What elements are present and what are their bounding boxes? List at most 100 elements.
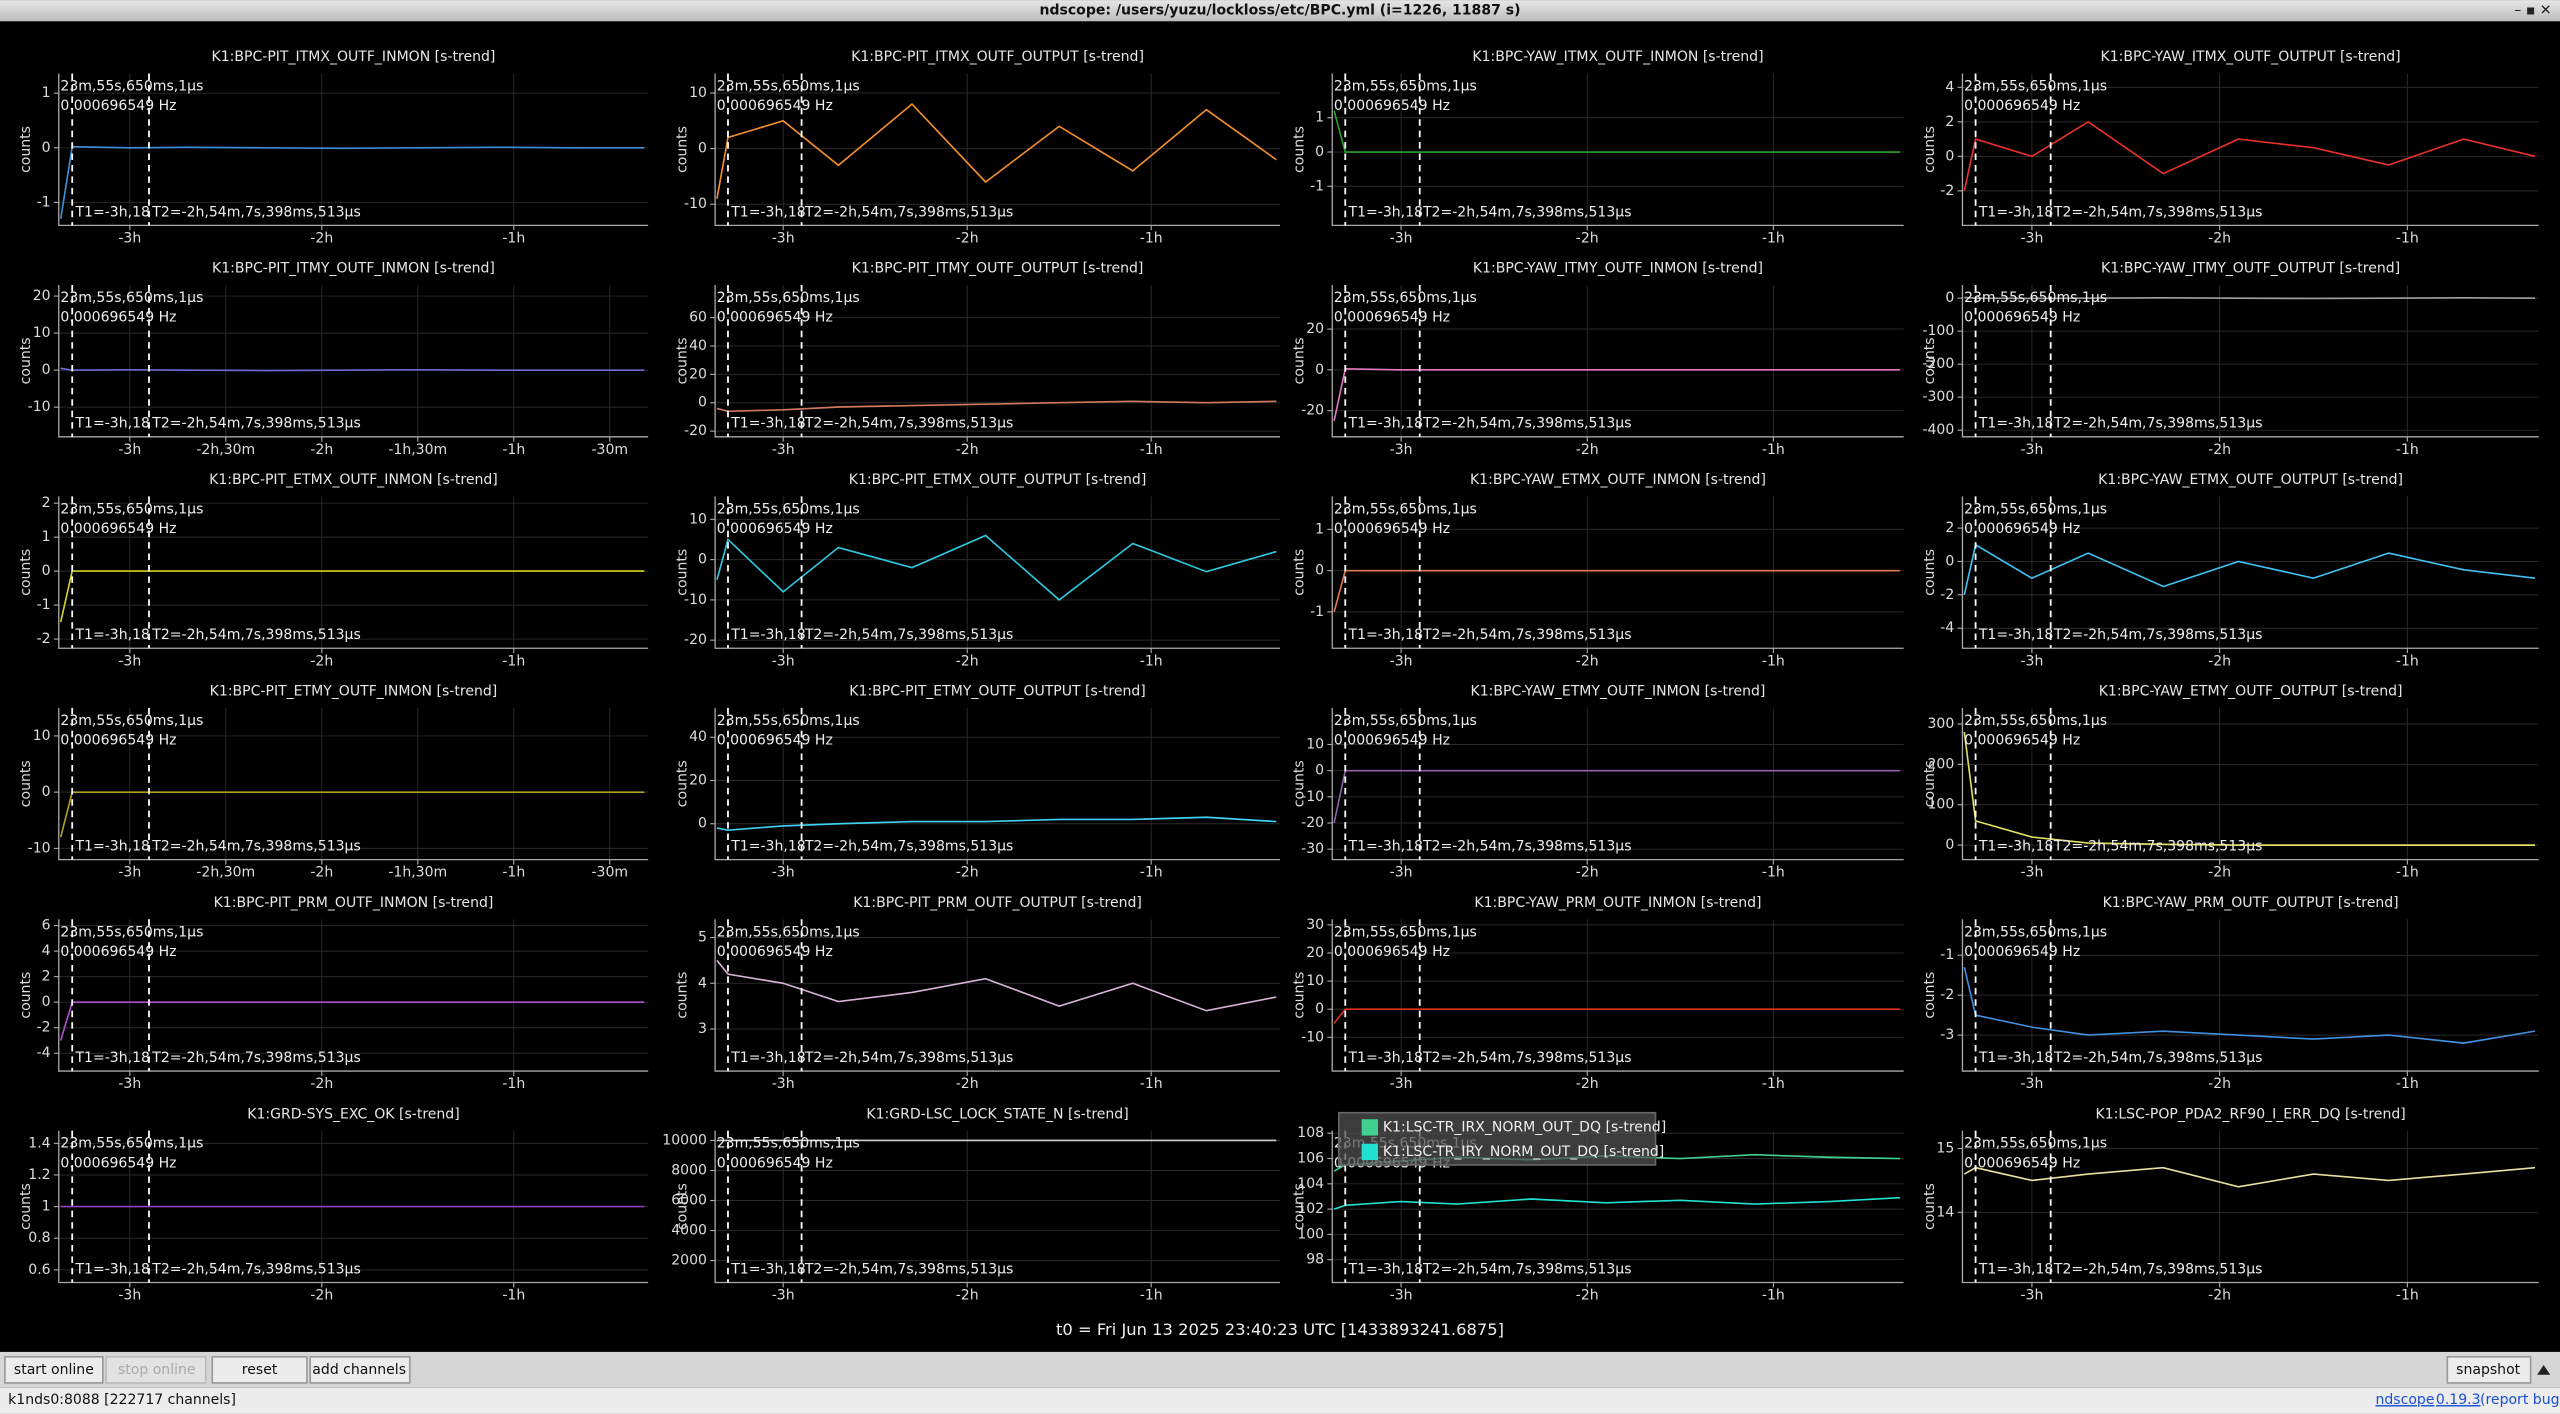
- cursor-t1-label: T1=-3h,18: [730, 627, 805, 643]
- y-tick-label: -10: [28, 399, 51, 415]
- button: stop online: [105, 1355, 207, 1384]
- x-tick-label: -3h: [772, 653, 795, 669]
- cursor-t1-label: T1=-3h,18: [74, 839, 149, 855]
- axis: [1331, 707, 1904, 861]
- y-tick-label: 104: [1297, 1176, 1324, 1192]
- x-tick-label: -2h: [1576, 865, 1599, 881]
- axis: [1331, 919, 1904, 1072]
- legend-label: K1:LSC-TR_IRY_NORM_OUT_DQ [s-trend]: [1383, 1144, 1664, 1160]
- y-tick-label: 6: [42, 918, 51, 934]
- x-tick-label: -3h: [2020, 1076, 2043, 1092]
- plot-title: K1:BPC-PIT_ITMX_OUTF_INMON [s-trend]: [212, 49, 496, 65]
- x-tick-label: -2h: [310, 442, 333, 458]
- cursor-frequency: 0.000696549 Hz: [717, 98, 833, 114]
- trace: [60, 367, 645, 372]
- y-tick-label: 0: [1945, 837, 1954, 853]
- cursor-frequency: 0.000696549 Hz: [717, 521, 833, 537]
- window-controls[interactable]: – ▪ ✕: [2514, 3, 2551, 19]
- y-tick-label: 0: [42, 994, 51, 1010]
- plot-title: K1:BPC-YAW_ETMX_OUTF_INMON [s-trend]: [1470, 472, 1766, 488]
- plot-title: K1:BPC-YAW_ITMY_OUTF_INMON [s-trend]: [1473, 261, 1763, 277]
- cursor-t1-label: T1=-3h,18: [1348, 204, 1423, 220]
- cursor-delta: 23m,55s,650ms,1µs: [1334, 713, 1477, 729]
- cursor-delta: 23m,55s,650ms,1µs: [717, 713, 860, 729]
- x-tick-label: -2h: [1576, 230, 1599, 246]
- trace: [1964, 296, 2536, 300]
- x-tick-label: -2h: [956, 1288, 979, 1304]
- cursor-frequency: 0.000696549 Hz: [60, 310, 176, 326]
- y-tick-label: -2: [1940, 587, 1954, 603]
- axis: [1331, 73, 1904, 227]
- cursor-frequency: 0.000696549 Hz: [1334, 310, 1450, 326]
- x-tick-label: -2h: [2208, 865, 2231, 881]
- status-bar: [0, 1387, 2560, 1414]
- button-label[interactable]: start online: [14, 1362, 94, 1378]
- y-tick-label: -2: [1940, 183, 1954, 199]
- button-frame[interactable]: [4, 1355, 104, 1384]
- button-label[interactable]: add channels: [312, 1362, 406, 1378]
- button-frame[interactable]: [309, 1355, 411, 1384]
- x-tick-label: -3h: [772, 1288, 795, 1304]
- window-title: ndscope: /users/yuzu/lockloss/etc/BPC.ym…: [1039, 3, 1520, 19]
- plot-title: K1:BPC-PIT_PRM_OUTF_INMON [s-trend]: [214, 895, 494, 911]
- y-axis-label: counts: [674, 126, 690, 173]
- plot: -20 0 20 -3h -2h -1h K1:BPC-YAW_ITMY_OUTF_INMO…: [1292, 261, 1904, 458]
- y-tick-label: 20: [1306, 321, 1324, 337]
- y-tick-label: -400: [1922, 422, 1954, 438]
- cursor-delta: 23m,55s,650ms,1µs: [60, 1136, 203, 1152]
- cursor-frequency: 0.000696549 Hz: [717, 732, 833, 748]
- x-tick-label: -1h: [1762, 230, 1785, 246]
- button-frame[interactable]: [211, 1355, 308, 1384]
- link[interactable]: 0.19.3: [2436, 1392, 2481, 1408]
- x-tick-label: -1h: [1762, 1288, 1785, 1304]
- x-tick-label: -1h: [502, 653, 525, 669]
- x-tick-label: -3h: [1390, 230, 1413, 246]
- axis: [58, 496, 649, 649]
- y-tick-label: 10: [1306, 736, 1324, 752]
- cursor-delta: 23m,55s,650ms,1µs: [60, 713, 203, 729]
- legend: K1:LSC-TR_IRX_NORM_OUT_DQ [s-trend] K1:LS…: [1337, 1111, 1666, 1166]
- link[interactable]: ndscope: [2376, 1392, 2435, 1408]
- cursor-delta: 23m,55s,650ms,1µs: [1334, 290, 1477, 306]
- trace: [1333, 769, 1900, 824]
- button-frame[interactable]: [2446, 1355, 2532, 1384]
- cursor-delta: 23m,55s,650ms,1µs: [60, 290, 203, 306]
- x-tick-label: -1h: [1140, 1076, 1163, 1092]
- cursor-t2-label: T2=-2h,54m,7s,398ms,513µs: [1422, 1261, 1632, 1277]
- button-label[interactable]: snapshot: [2456, 1362, 2520, 1378]
- button[interactable]: reset: [211, 1355, 308, 1384]
- button[interactable]: add channels: [309, 1355, 411, 1384]
- plot: -30 -20 -10 0 10 -3h -2h -1h K1:BPC-YAW_ETMY_OUT…: [1292, 683, 1904, 881]
- cursor-t1-label: T1=-3h,18: [1978, 416, 2053, 432]
- y-tick-label: 0: [1945, 553, 1954, 569]
- collapse-arrow[interactable]: [2537, 1364, 2551, 1375]
- x-tick-label: -1h: [1140, 230, 1163, 246]
- plot: 0.6 0.8 1 1.2 1.4 -3h -2h -1h K1:GRD-SYS_EXC_OK …: [18, 1106, 649, 1304]
- button[interactable]: start online: [4, 1355, 104, 1384]
- cursor-t1-label: T1=-3h,18: [1348, 416, 1423, 432]
- link[interactable]: (report bug): [2480, 1392, 2560, 1408]
- cursor-t1-label: T1=-3h,18: [1348, 839, 1423, 855]
- cursor-frequency: 0.000696549 Hz: [717, 1155, 833, 1171]
- plot: -2 -1 0 1 2 -3h -2h -1h K1:BPC-PIT_ETMX_OUTF_INM…: [18, 472, 649, 669]
- y-tick-label: 102: [1297, 1201, 1324, 1217]
- cursor-t1-label: T1=-3h,18: [1978, 627, 2053, 643]
- plot-title: K1:BPC-YAW_ETMX_OUTF_OUTPUT [s-trend]: [2098, 472, 2403, 488]
- x-tick-label: -2h: [310, 653, 333, 669]
- axis: [714, 707, 1280, 861]
- y-axis-label: counts: [18, 1183, 34, 1230]
- y-tick-label: -1: [1940, 947, 1954, 963]
- x-tick-label: -3h: [772, 442, 795, 458]
- cursor-t1-label: T1=-3h,18: [74, 416, 149, 432]
- y-axis-label: counts: [1292, 337, 1308, 384]
- axis: [1961, 496, 2539, 649]
- button[interactable]: snapshot: [2446, 1355, 2532, 1384]
- cursor-frequency: 0.000696549 Hz: [60, 944, 176, 960]
- button-label[interactable]: reset: [242, 1362, 278, 1378]
- cursor-t1-label: T1=-3h,18: [1978, 1261, 2053, 1277]
- y-tick-label: -1: [1310, 178, 1324, 194]
- x-tick-label: -2h: [2208, 230, 2231, 246]
- axis: [714, 919, 1280, 1072]
- x-tick-label: -3h: [1390, 1288, 1413, 1304]
- x-tick-label: -1h: [2396, 865, 2419, 881]
